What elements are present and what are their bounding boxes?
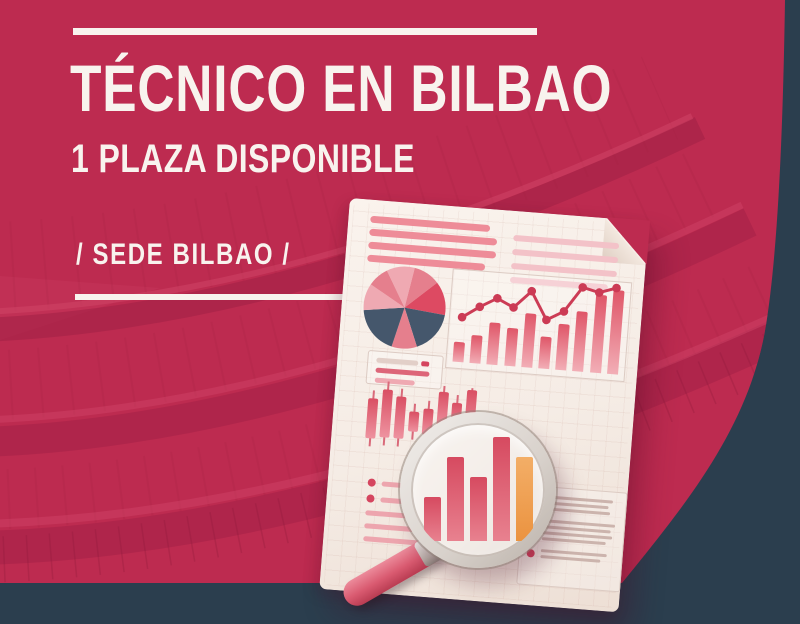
magnifying-glass-icon: [400, 412, 556, 568]
magnifier-lens: [411, 423, 545, 557]
title-top-rule: [73, 28, 537, 35]
poster-title: TÉCNICO EN BILBAO: [70, 51, 613, 125]
line-bar-chart: [444, 268, 633, 383]
magnified-bar-chart: [411, 429, 545, 541]
poster-location: / SEDE BILBAO /: [76, 238, 291, 271]
poster-vacancies: 1 PLAZA DISPONIBLE: [71, 137, 415, 181]
pie-chart: [363, 266, 446, 349]
location-underline: [75, 294, 367, 300]
report-paper: [319, 198, 651, 613]
